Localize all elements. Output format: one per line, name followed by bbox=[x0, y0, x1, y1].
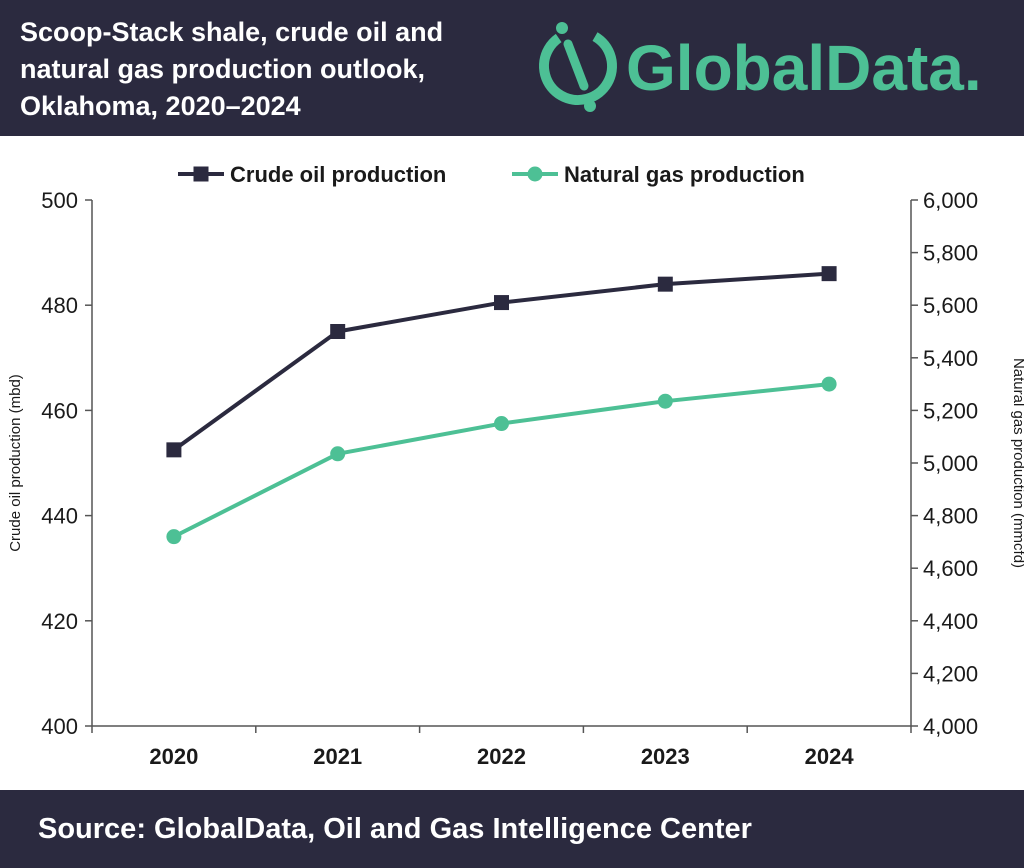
y2-tick-label: 4,600 bbox=[923, 556, 978, 581]
series-layer bbox=[166, 266, 837, 545]
crude-oil-point bbox=[166, 442, 182, 458]
crude-oil-point bbox=[494, 295, 509, 311]
y-tick-label: 400 bbox=[41, 714, 78, 739]
natural-gas-point bbox=[494, 416, 509, 432]
x-tick-label: 2024 bbox=[805, 744, 855, 769]
y2-tick-label: 5,200 bbox=[923, 398, 978, 423]
y-tick-label: 420 bbox=[41, 609, 78, 634]
globaldata-logo-graphic: GlobalData. bbox=[539, 22, 982, 112]
natural-gas-point bbox=[657, 393, 673, 409]
legend: Crude oil production Natural gas producti… bbox=[178, 162, 805, 187]
crude-oil-legend-label: Crude oil production bbox=[230, 162, 446, 187]
x-tick-label: 2022 bbox=[477, 744, 526, 769]
y2-tick-label: 4,800 bbox=[923, 504, 978, 529]
natural-gas-point bbox=[330, 446, 346, 462]
y2-tick-label: 5,600 bbox=[923, 293, 978, 318]
header-banner: Scoop-Stack shale, crude oil and natural… bbox=[0, 0, 1024, 136]
crude-oil-point bbox=[330, 324, 346, 339]
x-tick-label: 2021 bbox=[313, 744, 362, 769]
line-chart: Crude oil production Natural gas producti… bbox=[7, 162, 1024, 769]
x-tick-label: 2023 bbox=[641, 744, 690, 769]
natural-gas-series-line bbox=[172, 382, 830, 539]
axes: 400 420 440 460 480 500 4,000 4,200 4,400 4,600 4,… bbox=[7, 188, 1024, 769]
y-tick-label: 480 bbox=[41, 293, 78, 318]
natural-gas-legend-marker bbox=[527, 166, 543, 182]
title-line-2: natural gas production outlook, bbox=[20, 54, 425, 84]
y-tick-label: 500 bbox=[41, 188, 78, 213]
y-axis-title: Crude oil production (mbd) bbox=[7, 374, 24, 552]
y2-tick-label: 4,200 bbox=[923, 661, 978, 686]
crude-oil-legend-marker bbox=[193, 166, 209, 182]
chart-area: Crude oil production Natural gas producti… bbox=[0, 136, 1024, 790]
footer-banner: Source: GlobalData, Oil and Gas Intellig… bbox=[0, 790, 1024, 868]
logo-wordmark: GlobalData. bbox=[626, 32, 982, 104]
globaldata-logo: GlobalData. bbox=[520, 14, 1010, 120]
y2-tick-label: 4,000 bbox=[923, 714, 978, 739]
y2-tick-label: 4,400 bbox=[923, 609, 978, 634]
title-line-3: Oklahoma, 2020–2024 bbox=[20, 91, 301, 121]
crude-oil-point bbox=[657, 276, 673, 292]
logo-dot-bottom-icon bbox=[584, 100, 596, 112]
y2-tick-label: 5,400 bbox=[923, 346, 978, 371]
y-tick-label: 440 bbox=[41, 504, 78, 529]
logo-dot-top-icon bbox=[556, 22, 568, 34]
x-tick-label: 2020 bbox=[149, 744, 198, 769]
crude-oil-point bbox=[821, 266, 837, 282]
natural-gas-point bbox=[821, 376, 837, 392]
y2-tick-label: 5,800 bbox=[923, 241, 978, 266]
y2-axis-title: Natural gas production (mmcfd) bbox=[1010, 358, 1024, 568]
natural-gas-point bbox=[166, 529, 182, 545]
logo-slash-icon bbox=[563, 39, 589, 91]
y2-tick-label: 6,000 bbox=[923, 188, 978, 213]
y2-tick-label: 5,000 bbox=[923, 451, 978, 476]
logo-ring-icon bbox=[539, 27, 617, 105]
chart-title: Scoop-Stack shale, crude oil and natural… bbox=[20, 14, 540, 125]
source-note: Source: GlobalData, Oil and Gas Intellig… bbox=[38, 813, 752, 845]
title-line-1: Scoop-Stack shale, crude oil and bbox=[20, 17, 444, 47]
y-tick-label: 460 bbox=[41, 398, 78, 423]
natural-gas-legend-label: Natural gas production bbox=[564, 162, 805, 187]
